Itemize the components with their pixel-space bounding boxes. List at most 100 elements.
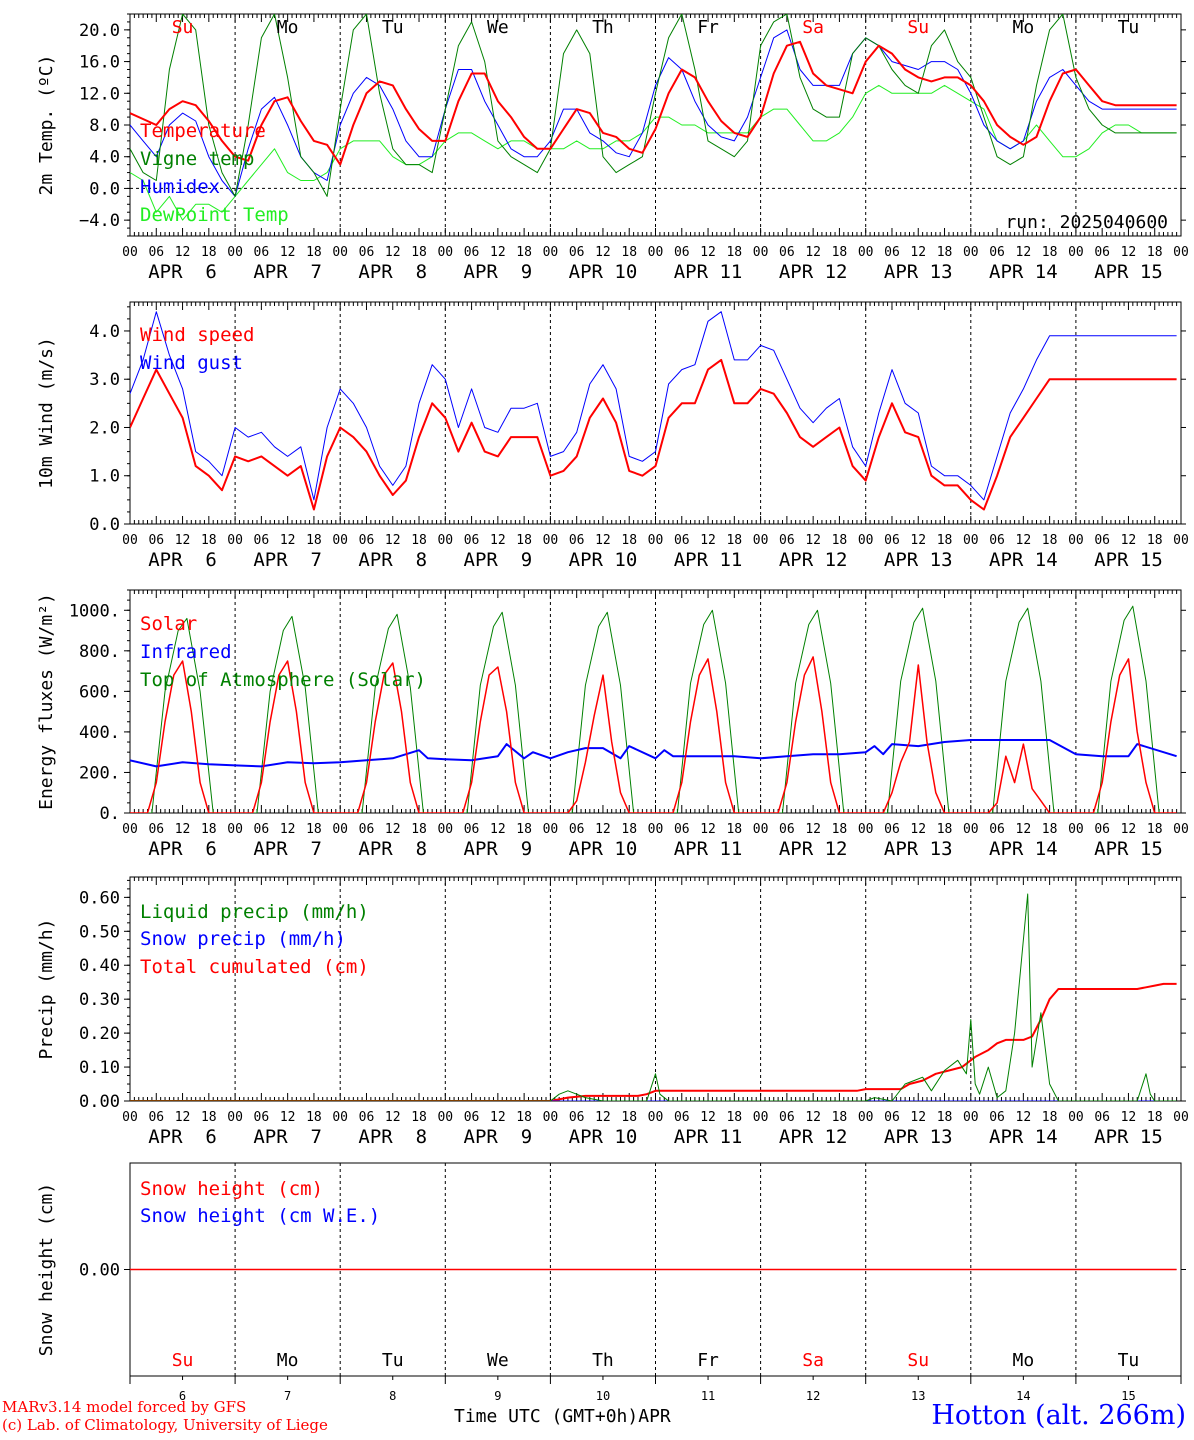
hour-label: 06 <box>254 533 270 548</box>
y-tick-label: 1.0 <box>89 467 120 487</box>
date-label: APR 7 <box>253 1126 322 1148</box>
hour-label: 12 <box>1121 245 1137 260</box>
hour-label: 12 <box>805 245 821 260</box>
hour-label: 12 <box>910 1110 926 1125</box>
hour-label: 12 <box>700 1110 716 1125</box>
hour-label: 00 <box>648 533 664 548</box>
hour-label: 18 <box>306 245 322 260</box>
y-tick-label: 0. <box>100 804 120 824</box>
hour-label: 12 <box>175 533 191 548</box>
hour-label: 00 <box>753 822 769 837</box>
hour-label: 06 <box>1094 1110 1110 1125</box>
hour-label: 06 <box>569 533 585 548</box>
y-tick-label: 0.0 <box>89 515 120 535</box>
hour-label: 00 <box>227 245 243 260</box>
hour-label: 18 <box>516 1110 532 1125</box>
hour-label: 06 <box>989 245 1005 260</box>
hour-label: 06 <box>884 245 900 260</box>
hour-label: 06 <box>884 822 900 837</box>
hour-label: 06 <box>148 533 164 548</box>
hour-label: 06 <box>674 533 690 548</box>
legend-entry: Snow height (cm W.E.) <box>140 1205 380 1227</box>
day-abbr: Tu <box>382 17 404 38</box>
hour-label: 18 <box>1147 1110 1163 1125</box>
y-tick-label: −4.0 <box>79 211 120 231</box>
hour-label: 18 <box>832 245 848 260</box>
day-abbr: Tu <box>1118 17 1140 38</box>
y-tick-label: 600. <box>79 682 120 702</box>
hour-label: 06 <box>148 1110 164 1125</box>
date-label: APR 6 <box>148 549 217 571</box>
hour-label: 12 <box>910 822 926 837</box>
hour-label: 12 <box>805 533 821 548</box>
date-label: APR 10 <box>569 838 638 860</box>
hour-label: 00 <box>437 822 453 837</box>
hour-label: 18 <box>516 245 532 260</box>
hour-label: 18 <box>411 245 427 260</box>
hour-label: 12 <box>385 1110 401 1125</box>
y-tick-label: 0.00 <box>79 1261 120 1281</box>
panel-snow: 0.00 Snow height (cm) Snow height (cm) Snow… <box>36 1162 1186 1403</box>
day-abbr: Mo <box>1013 1350 1035 1371</box>
series-line-wind-speed <box>130 358 1177 511</box>
day-abbr: Su <box>172 17 194 38</box>
hour-label: 18 <box>621 822 637 837</box>
hour-label: 00 <box>122 245 138 260</box>
hour-label: 00 <box>332 533 348 548</box>
legend-entry: DewPoint Temp <box>140 204 289 226</box>
legend-entry: Snow height (cm) <box>140 1178 323 1200</box>
hour-label: 18 <box>306 1110 322 1125</box>
day-abbr: Mo <box>1013 17 1035 38</box>
hour-label: 18 <box>726 1110 742 1125</box>
y-tick-label: 0.00 <box>79 1092 120 1112</box>
legend-entry: Wind gust <box>140 352 243 374</box>
hour-label: 00 <box>858 245 874 260</box>
hour-label: 12 <box>595 1110 611 1125</box>
hour-label: 06 <box>569 1110 585 1125</box>
series-line-solar <box>130 656 1177 813</box>
hour-label: 00 <box>543 245 559 260</box>
hour-label: 18 <box>411 1110 427 1125</box>
y-tick-label: 400. <box>79 723 120 743</box>
date-label: APR 9 <box>464 838 533 860</box>
hour-label: 00 <box>122 822 138 837</box>
date-label: APR 15 <box>1094 1126 1163 1148</box>
date-label: APR 6 <box>148 261 217 283</box>
day-number: 6 <box>179 1389 186 1403</box>
day-abbr: Th <box>592 1350 614 1371</box>
day-abbr: Su <box>172 1350 194 1371</box>
date-label: APR 15 <box>1094 549 1163 571</box>
legend-entry: Solar <box>140 613 197 635</box>
date-label: APR 10 <box>569 1126 638 1148</box>
hour-label: 06 <box>674 822 690 837</box>
day-number: 11 <box>701 1389 715 1403</box>
hour-label: 06 <box>779 245 795 260</box>
hour-label: 00 <box>753 533 769 548</box>
hour-label: 18 <box>832 533 848 548</box>
hour-label: 00 <box>753 245 769 260</box>
y-tick-label: 200. <box>79 763 120 783</box>
hour-label: 12 <box>1121 822 1137 837</box>
credit-line-1: MARv3.14 model forced by GFS <box>2 1398 247 1416</box>
hour-label: 18 <box>621 1110 637 1125</box>
hour-label: 18 <box>201 822 217 837</box>
hour-label: 00 <box>437 533 453 548</box>
hour-label: 12 <box>175 822 191 837</box>
hour-label: 06 <box>359 533 375 548</box>
hour-label: 12 <box>1121 533 1137 548</box>
hour-label: 12 <box>175 1110 191 1125</box>
hour-label: 00 <box>648 245 664 260</box>
hour-label: 06 <box>779 822 795 837</box>
hour-label: 12 <box>1121 1110 1137 1125</box>
hour-label: 12 <box>385 245 401 260</box>
hour-label: 00 <box>1068 245 1084 260</box>
hour-label: 18 <box>726 822 742 837</box>
hour-label: 12 <box>175 245 191 260</box>
run-label: run: 2025040600 <box>1005 212 1168 233</box>
hour-label: 00 <box>332 245 348 260</box>
date-label: APR 10 <box>569 261 638 283</box>
hour-label: 18 <box>937 1110 953 1125</box>
y-tick-label: 16.0 <box>79 53 120 73</box>
hour-label: 00 <box>437 245 453 260</box>
